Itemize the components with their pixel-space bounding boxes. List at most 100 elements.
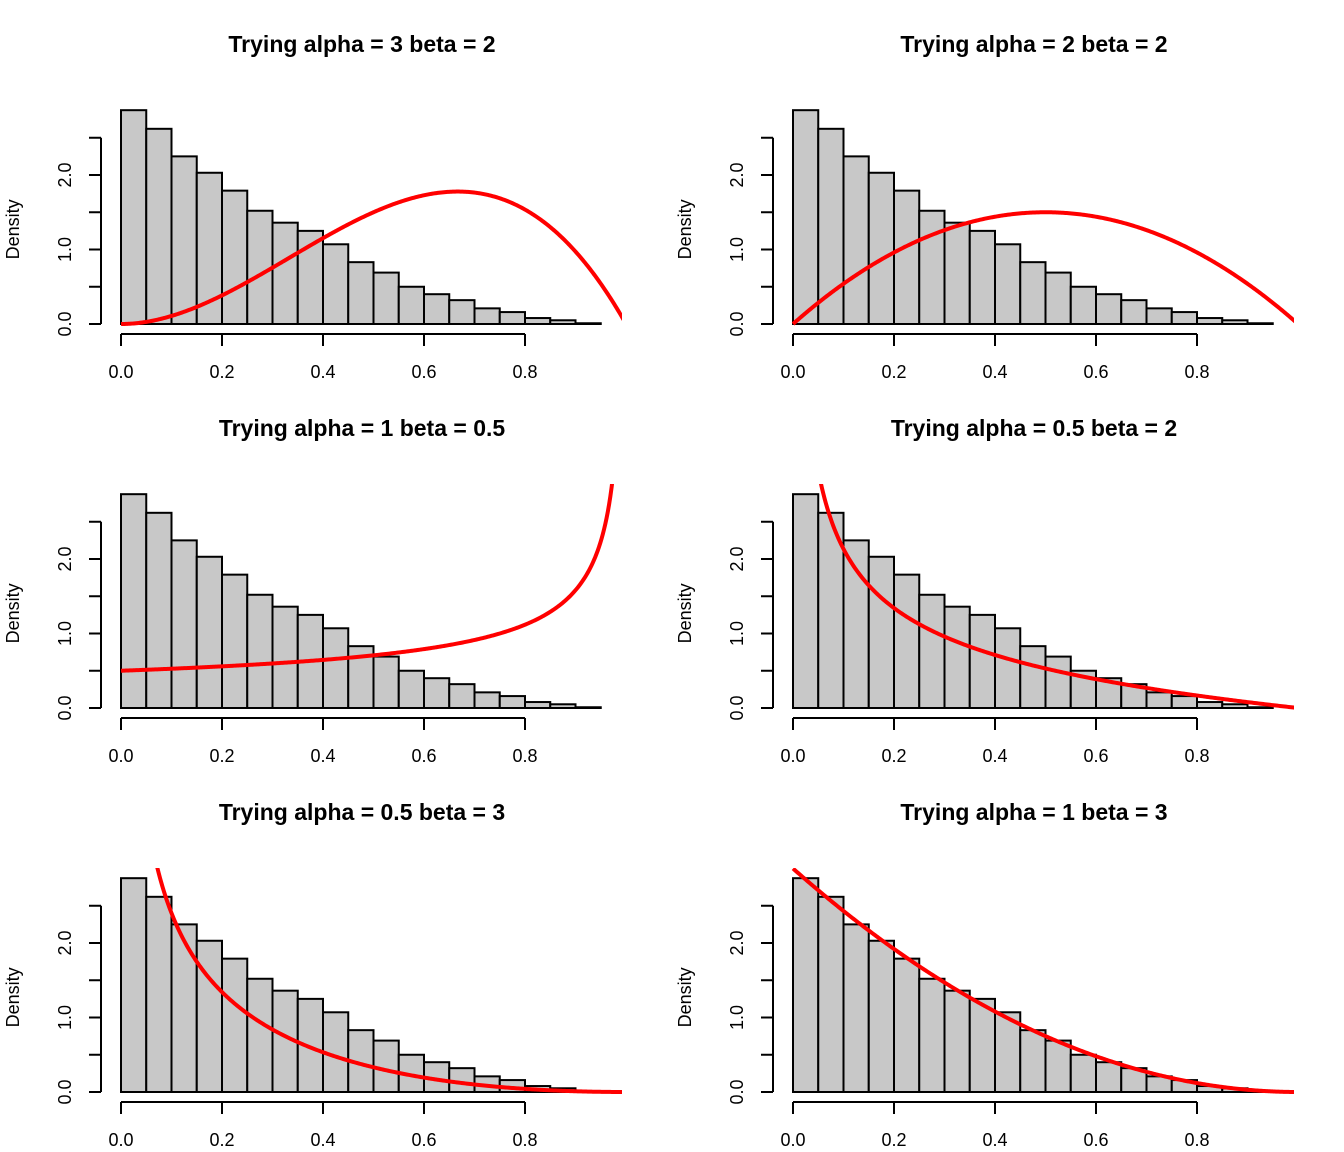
histogram-bar bbox=[246, 209, 274, 325]
x-tick-label: 0.4 bbox=[982, 362, 1007, 382]
y-tick-label: 0.0 bbox=[55, 695, 75, 720]
histogram-bar bbox=[943, 221, 971, 325]
histogram-bar bbox=[1145, 691, 1173, 709]
x-tick-label: 0.2 bbox=[881, 1130, 906, 1150]
histogram-bar bbox=[221, 189, 249, 325]
panel-title: Trying alpha = 1 beta = 3 bbox=[900, 799, 1167, 825]
histogram-bar bbox=[994, 627, 1022, 709]
histogram-bar bbox=[221, 573, 249, 710]
x-tick-label: 0.8 bbox=[512, 362, 537, 382]
panel-3: Trying alpha = 1 beta = 0.5 0.0 1.0 2.0 Dens… bbox=[3, 415, 615, 766]
histogram-bar bbox=[120, 109, 148, 325]
beta-density-curve bbox=[818, 484, 1294, 710]
x-tick-label: 0.4 bbox=[310, 746, 335, 766]
histogram-bar bbox=[1196, 317, 1224, 326]
histogram-bar bbox=[842, 539, 870, 709]
y-tick-label: 2.0 bbox=[727, 546, 747, 571]
y-tick-label: 1.0 bbox=[727, 1005, 747, 1030]
histogram-bar bbox=[372, 655, 400, 709]
x-tick-label: 0.0 bbox=[780, 746, 805, 766]
histogram-bar bbox=[893, 573, 921, 710]
beta-density-curve bbox=[791, 210, 1294, 326]
histogram-bar bbox=[1145, 307, 1173, 326]
histogram-bar bbox=[246, 593, 274, 710]
histogram-bar bbox=[1019, 1029, 1047, 1094]
histogram-bar bbox=[1069, 285, 1097, 325]
panel-title: Trying alpha = 2 beta = 2 bbox=[900, 31, 1167, 57]
histogram-bar bbox=[1095, 293, 1123, 326]
histogram-bar bbox=[170, 539, 198, 709]
histogram-bar bbox=[893, 189, 921, 325]
histogram-bar bbox=[423, 293, 451, 326]
histogram-bar bbox=[524, 317, 552, 326]
x-tick-label: 0.0 bbox=[780, 1130, 805, 1150]
histogram-bar bbox=[1069, 1053, 1097, 1093]
histogram-bar bbox=[817, 511, 845, 709]
y-tick-label: 0.0 bbox=[727, 695, 747, 720]
histogram-bar bbox=[1221, 703, 1249, 710]
x-tick-label: 0.0 bbox=[108, 1130, 133, 1150]
y-axis-label: Density bbox=[675, 199, 695, 259]
histogram-bar bbox=[893, 957, 921, 1094]
histogram-bar bbox=[918, 593, 946, 710]
y-tick-label: 1.0 bbox=[55, 1005, 75, 1030]
histogram-bar bbox=[994, 243, 1022, 325]
histogram-bar bbox=[271, 605, 299, 709]
histogram-bar bbox=[322, 627, 350, 709]
panel-6: Trying alpha = 1 beta = 3 0.0 1.0 2.0 Densit… bbox=[675, 799, 1294, 1150]
panel-5: Trying alpha = 0.5 beta = 3 0.0 1.0 2.0 Dens… bbox=[3, 799, 622, 1150]
histogram-bar bbox=[1221, 319, 1249, 325]
y-axis-label: Density bbox=[3, 199, 23, 259]
y-tick-label: 0.0 bbox=[55, 1079, 75, 1104]
histogram-bar bbox=[145, 895, 173, 1093]
panel-title: Trying alpha = 1 beta = 0.5 bbox=[219, 415, 506, 441]
histogram-bar bbox=[397, 285, 425, 325]
y-tick-label: 1.0 bbox=[727, 237, 747, 262]
histogram-bar bbox=[246, 977, 274, 1094]
x-tick-label: 0.8 bbox=[1184, 1130, 1209, 1150]
x-tick-label: 0.6 bbox=[411, 746, 436, 766]
y-axis-label: Density bbox=[3, 967, 23, 1027]
histogram-bar bbox=[1095, 1061, 1123, 1093]
x-tick-label: 0.0 bbox=[780, 362, 805, 382]
histogram-bar bbox=[918, 209, 946, 325]
x-tick-label: 0.2 bbox=[209, 1130, 234, 1150]
x-tick-label: 0.8 bbox=[1184, 746, 1209, 766]
histogram-bar bbox=[170, 923, 198, 1093]
panel-2: Trying alpha = 2 beta = 2 0.0 1.0 2.0 Densit… bbox=[675, 31, 1294, 382]
y-axis-label: Density bbox=[675, 967, 695, 1027]
histogram-bar bbox=[195, 555, 223, 710]
histogram-bar bbox=[943, 605, 971, 709]
histogram-bar bbox=[867, 171, 895, 325]
x-tick-label: 0.2 bbox=[881, 362, 906, 382]
histogram-bar bbox=[792, 109, 820, 325]
y-tick-label: 2.0 bbox=[55, 162, 75, 187]
histogram-bar bbox=[397, 669, 425, 709]
histogram-bar bbox=[1246, 706, 1274, 710]
histogram-bar bbox=[170, 155, 198, 325]
y-tick-label: 0.0 bbox=[727, 1079, 747, 1104]
histogram-bar bbox=[1019, 645, 1047, 709]
x-tick-label: 0.8 bbox=[512, 1130, 537, 1150]
y-tick-label: 2.0 bbox=[55, 546, 75, 571]
histogram-bar bbox=[549, 319, 577, 325]
x-tick-label: 0.0 bbox=[108, 746, 133, 766]
panel-4: Trying alpha = 0.5 beta = 2 0.0 1.0 2.0 Dens… bbox=[675, 415, 1294, 766]
histogram-bar bbox=[918, 977, 946, 1094]
histogram-bar bbox=[1196, 701, 1224, 709]
histogram-bar bbox=[498, 311, 526, 325]
x-tick-label: 0.6 bbox=[1083, 362, 1108, 382]
histogram-bar bbox=[994, 1011, 1022, 1093]
histogram-bar bbox=[221, 957, 249, 1094]
histogram-bar bbox=[145, 511, 173, 709]
histogram-bar bbox=[372, 271, 400, 325]
histogram-bar bbox=[943, 989, 971, 1093]
histogram-bar bbox=[1044, 271, 1072, 325]
x-tick-label: 0.4 bbox=[310, 1130, 335, 1150]
y-tick-label: 1.0 bbox=[55, 237, 75, 262]
histogram-bar bbox=[842, 155, 870, 325]
x-tick-label: 0.2 bbox=[881, 746, 906, 766]
histogram-bar bbox=[322, 243, 350, 325]
histogram-bar bbox=[1044, 655, 1072, 709]
